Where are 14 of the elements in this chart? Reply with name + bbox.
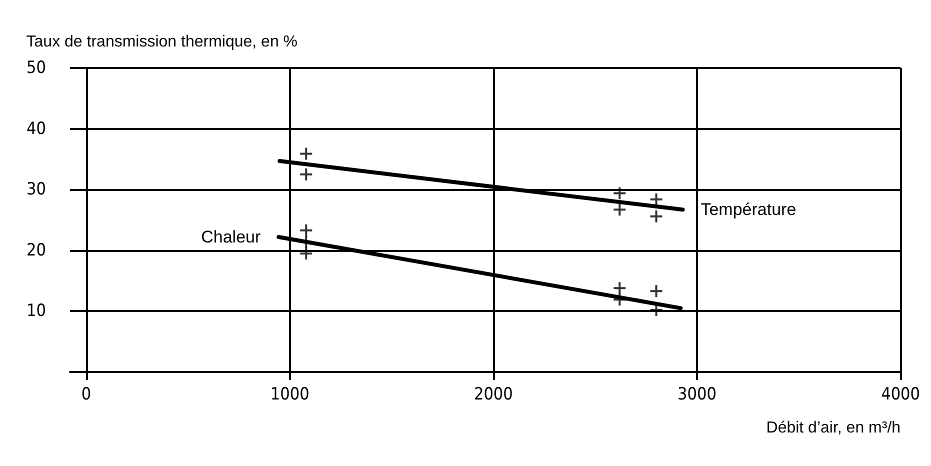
y-tick-label: 30	[26, 180, 46, 200]
x-axis-title: Débit d’air, en m³/h	[766, 420, 901, 436]
y-tick-label: 40	[26, 118, 46, 139]
y-tick-label: 10	[26, 301, 46, 322]
series-label: Chaleur	[201, 228, 261, 247]
y-tick-label: 50	[26, 58, 46, 78]
series-label: Température	[700, 200, 796, 220]
x-tick-label: 4000	[881, 384, 920, 404]
x-tick-label: 2000	[474, 384, 513, 404]
y-axis-title: Taux de transmission thermique, en %	[26, 34, 298, 50]
y-tick-label: 20	[26, 240, 46, 260]
x-tick-label: 1000	[270, 384, 310, 404]
x-tick-label: 3000	[678, 384, 716, 404]
x-tick-label: 0	[81, 384, 92, 404]
